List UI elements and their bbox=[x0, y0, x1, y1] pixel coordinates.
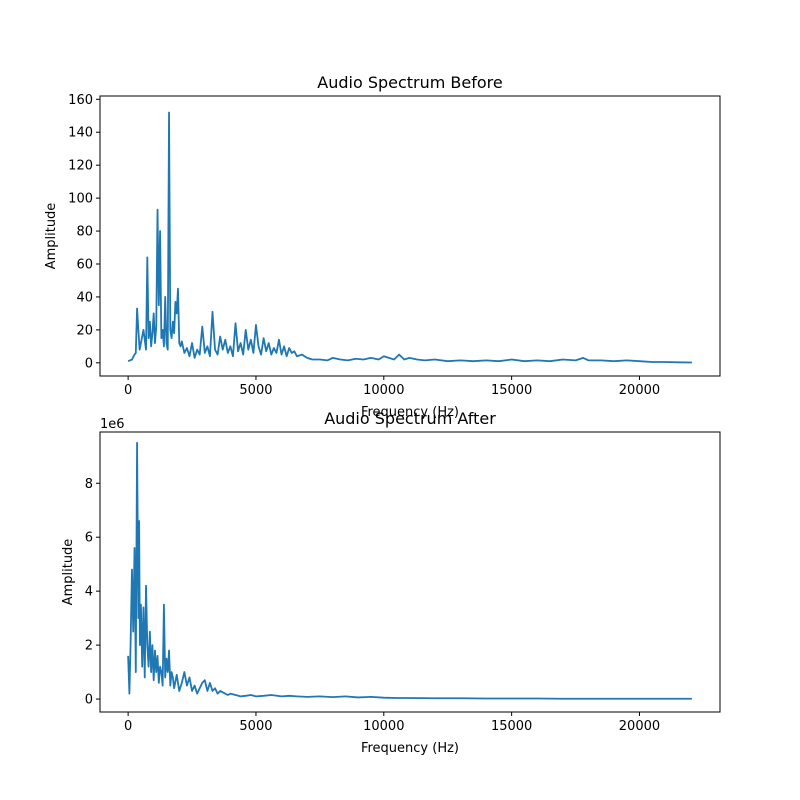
plot-marks bbox=[127, 111, 692, 364]
chart-title: Audio Spectrum After bbox=[324, 409, 496, 428]
y-axis-label: Amplitude bbox=[61, 539, 76, 606]
chart-title: Audio Spectrum Before bbox=[317, 73, 503, 92]
y-tick-label: 40 bbox=[76, 290, 93, 305]
plot-area bbox=[100, 96, 720, 376]
y-tick-label: 140 bbox=[68, 126, 93, 141]
axes-frame bbox=[99, 431, 721, 713]
y-offset-label: 1e6 bbox=[100, 417, 125, 432]
x-tick-label: 5000 bbox=[239, 719, 272, 734]
chart-spectrum-before: 0 5000 10000 15000 20000 0 20 40 60 80 100 120 140 1… bbox=[44, 73, 721, 420]
y-tick-label: 120 bbox=[68, 159, 93, 174]
plot-area bbox=[100, 432, 720, 712]
x-tick-label: 0 bbox=[124, 383, 132, 398]
y-tick-label: 100 bbox=[68, 192, 93, 207]
x-tick-label: 20000 bbox=[619, 719, 660, 734]
x-tick-label: 15000 bbox=[491, 383, 532, 398]
y-tick-label: 4 bbox=[85, 585, 93, 600]
series-line bbox=[127, 111, 692, 364]
x-ticks: 0 5000 10000 15000 20000 bbox=[124, 712, 660, 734]
y-tick-label: 160 bbox=[68, 93, 93, 108]
x-tick-label: 20000 bbox=[619, 383, 660, 398]
axes-frame bbox=[99, 95, 721, 377]
y-tick-label: 0 bbox=[85, 693, 93, 708]
plot-marks bbox=[127, 441, 692, 700]
y-axis-label: Amplitude bbox=[44, 203, 59, 270]
y-tick-label: 2 bbox=[85, 639, 93, 654]
x-tick-label: 10000 bbox=[363, 719, 404, 734]
x-tick-label: 0 bbox=[124, 719, 132, 734]
x-ticks: 0 5000 10000 15000 20000 bbox=[124, 376, 660, 398]
y-ticks: 0 20 40 60 80 100 120 140 160 bbox=[68, 93, 100, 371]
chart-spectrum-after: 0 5000 10000 15000 20000 0 2 4 6 8 Audio Spectru… bbox=[61, 409, 721, 756]
x-tick-label: 15000 bbox=[491, 719, 532, 734]
y-tick-label: 60 bbox=[76, 258, 93, 273]
series-line bbox=[127, 441, 692, 700]
y-ticks: 0 2 4 6 8 bbox=[85, 477, 100, 708]
y-tick-label: 0 bbox=[85, 356, 93, 371]
x-tick-label: 5000 bbox=[239, 383, 272, 398]
y-tick-label: 20 bbox=[76, 323, 93, 338]
x-axis-label: Frequency (Hz) bbox=[361, 741, 459, 756]
x-tick-label: 10000 bbox=[363, 383, 404, 398]
y-tick-label: 8 bbox=[85, 477, 93, 492]
y-tick-label: 80 bbox=[76, 225, 93, 240]
x-axis-label: Frequency (Hz) bbox=[361, 405, 459, 420]
y-tick-label: 6 bbox=[85, 531, 93, 546]
